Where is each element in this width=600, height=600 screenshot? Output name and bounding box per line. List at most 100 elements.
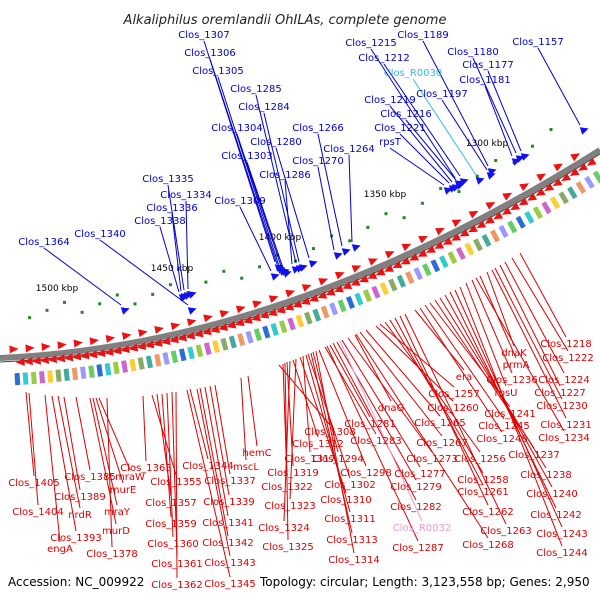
- reverse-gene-arrow: [334, 284, 344, 293]
- reverse-gene-arrow: [153, 338, 163, 347]
- gene-label: Clos_1197: [416, 89, 468, 100]
- cog-block: [253, 328, 262, 342]
- cog-block: [490, 229, 501, 243]
- cog-block: [96, 364, 104, 377]
- gene-label: Clos_1238: [520, 470, 572, 481]
- reverse-gene-arrow: [359, 274, 369, 283]
- cog-block: [532, 206, 544, 220]
- reverse-gene-arrow: [210, 325, 220, 334]
- gene-tracks: [0, 127, 600, 386]
- reverse-gene-arrow: [267, 308, 278, 316]
- gene-arrow-upper: [468, 210, 479, 219]
- leader-line: [159, 226, 180, 293]
- cog-block: [145, 355, 154, 369]
- cog-dot: [420, 201, 424, 205]
- gene-label: Clos_1404: [12, 507, 64, 518]
- reverse-gene-arrow: [535, 187, 546, 196]
- leader-line: [240, 377, 247, 461]
- leader-line: [511, 257, 569, 352]
- gene-label: rpsT: [379, 137, 402, 148]
- gene-label: Clos_1263: [480, 526, 532, 537]
- cog-dot: [115, 293, 119, 297]
- cog-block: [14, 372, 21, 386]
- leader-line: [284, 180, 293, 265]
- reverse-gene-arrow: [569, 167, 580, 176]
- leader-line: [439, 297, 547, 469]
- reverse-gene-arrow: [31, 356, 41, 365]
- position-tick: 1500 kbp: [36, 284, 79, 294]
- leader-line: [379, 323, 455, 388]
- reverse-gene-arrow: [309, 294, 319, 302]
- gene-label: Clos_1340: [74, 229, 126, 240]
- leader-line: [63, 396, 81, 491]
- cog-block: [438, 255, 449, 269]
- cog-dot: [240, 276, 244, 280]
- leader-line: [161, 393, 172, 518]
- gene-label: Clos_1362: [151, 580, 203, 591]
- gene-label: Clos_1363: [120, 463, 172, 474]
- gene-label: Clos_1181: [459, 75, 511, 86]
- leader-line: [326, 345, 419, 542]
- cog-block: [312, 308, 322, 322]
- cog-block: [575, 181, 587, 194]
- cog-block: [567, 186, 578, 200]
- reverse-gene-arrow: [392, 260, 403, 268]
- leader-line: [491, 269, 567, 419]
- gene-arrow-upper: [570, 153, 580, 162]
- gene-label: Clos_1361: [151, 559, 203, 570]
- gene-label: Clos_1310: [320, 495, 372, 506]
- gene-label: Clos_1298: [340, 468, 392, 479]
- cog-dot: [168, 283, 172, 287]
- gene-label: Clos_1405: [8, 478, 60, 489]
- gene-arrow-upper: [485, 201, 496, 210]
- leader-line: [44, 394, 61, 543]
- leader-line: [209, 58, 278, 265]
- gene-arrow-upper: [285, 289, 296, 298]
- cog-block: [549, 196, 561, 210]
- reverse-gene-arrow: [451, 233, 461, 241]
- reverse-gene-arrow: [128, 343, 139, 352]
- cog-block: [498, 225, 509, 238]
- cog-block: [112, 361, 120, 375]
- leader-line: [142, 395, 147, 462]
- reverse-gene-arrow: [243, 316, 253, 324]
- leader-line: [51, 395, 77, 532]
- cog-dot: [475, 174, 479, 178]
- gene-label: mraW: [115, 472, 145, 483]
- cog-dot: [45, 308, 49, 312]
- cog-block: [187, 346, 195, 360]
- reverse-gene-arrow: [39, 355, 50, 364]
- gene-label: Clos_1248: [476, 434, 528, 445]
- gene-label: Clos_1307: [178, 30, 230, 41]
- cog-block: [413, 267, 424, 281]
- gene-arrow-upper: [219, 310, 230, 318]
- gene-label: Clos_1224: [538, 375, 590, 386]
- reverse-gene-arrow: [96, 349, 106, 357]
- leader-line: [92, 397, 118, 506]
- cog-block: [121, 360, 129, 373]
- cog-block: [303, 311, 313, 325]
- gene-label: Clos_1231: [540, 420, 592, 431]
- forward-gene-arrow: [351, 244, 361, 252]
- reverse-gene-arrow: [384, 264, 394, 272]
- gene-label: Clos_1357: [145, 498, 197, 509]
- gene-label: Clos_1324: [258, 523, 310, 534]
- reverse-gene-arrow: [276, 305, 286, 314]
- gene-label: Clos_1345: [204, 579, 256, 590]
- leader-line: [283, 360, 291, 522]
- leader-line: [315, 350, 355, 554]
- leader-line: [214, 384, 231, 475]
- gene-label: Clos_1308: [304, 427, 356, 438]
- reverse-gene-arrow: [527, 192, 538, 201]
- gene-label: Clos_1342: [202, 538, 254, 549]
- cog-block: [388, 278, 398, 292]
- leader-line: [504, 261, 565, 374]
- leader-line: [317, 133, 343, 247]
- gene-arrow-upper: [138, 329, 148, 338]
- gene-label: Clos_1334: [160, 190, 212, 201]
- gene-label: hemC: [242, 448, 271, 459]
- leader-line: [95, 397, 124, 484]
- gene-label: Clos_1389: [54, 492, 106, 503]
- gene-label: Clos_1294: [312, 454, 364, 465]
- position-tick: 1400 kbp: [259, 233, 302, 243]
